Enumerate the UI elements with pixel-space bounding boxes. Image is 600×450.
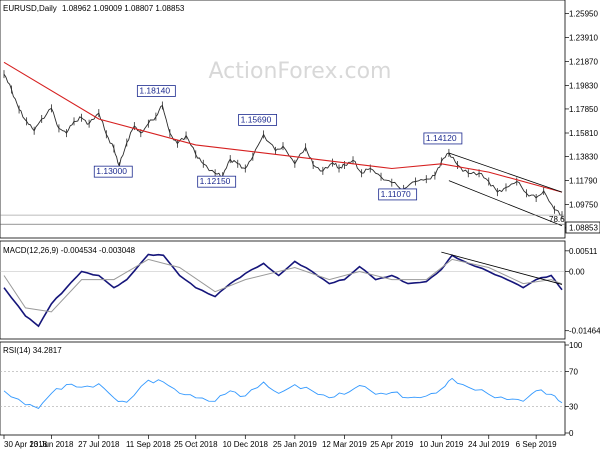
watermark: ActionForex.com	[209, 59, 392, 84]
x-axis-tick-label: 25 Oct 2018	[174, 440, 218, 449]
x-axis-tick-label: 10 Jun 2019	[419, 440, 464, 449]
x-axis-tick-label: 10 Dec 2018	[223, 440, 269, 449]
last-price-label: 1.08853	[569, 224, 598, 233]
price-annotation-box	[93, 165, 133, 178]
x-axis-tick-label: 25 Jan 2019	[273, 440, 318, 449]
macd-title: MACD(12,26,9) -0.004534 -0.003048	[3, 246, 136, 255]
channel-line	[448, 152, 563, 193]
price-series-line	[3, 73, 563, 216]
x-axis-tick-label: 25 Apr 2019	[370, 440, 414, 449]
x-axis-tick-label: 6 Sep 2019	[516, 440, 557, 449]
channel-line	[448, 180, 563, 227]
macd-y-tick-label: 0.00511	[569, 247, 598, 256]
price-y-tick-label: 1.17850	[569, 105, 598, 114]
rsi-y-tick-label: 0	[569, 429, 574, 438]
price-annotation-box	[197, 175, 237, 188]
price-annotation-label: 1.11070	[381, 189, 411, 199]
price-panel-frame	[0, 0, 566, 239]
price-y-tick-label: 1.11790	[569, 176, 598, 185]
macd-line	[3, 253, 563, 328]
price-annotation-label: 1.14120	[426, 133, 457, 143]
rsi-layer	[0, 371, 565, 409]
rsi-panel-frame	[0, 341, 566, 436]
price-annotation-box	[378, 188, 418, 201]
price-annotation-box	[238, 114, 278, 126]
x-axis-tick-label: 30 Apr 2018	[4, 440, 48, 449]
macd-panel-frame	[0, 240, 566, 340]
x-axis-tick-label: 27 Jul 2018	[78, 440, 120, 449]
price-annotation-label: 1.12150	[200, 176, 231, 186]
rsi-y-tick-label: 70	[569, 367, 578, 376]
price-annotation-label: 1.18140	[139, 86, 170, 96]
price-annotation-box	[136, 85, 176, 97]
macd-signal-line	[3, 258, 563, 313]
macd-y-tick-label: -0.014647	[569, 327, 600, 336]
rsi-title: RSI(14) 34.2817	[3, 346, 62, 355]
x-axis-tick-label: 12 Mar 2019	[322, 440, 367, 449]
macd-y-tick-label: 0.00	[569, 267, 585, 276]
macd-layer	[0, 251, 565, 328]
rsi-line	[3, 377, 563, 409]
ohlc-header: 1.08962 1.09009 1.08807 1.08853	[62, 4, 185, 13]
price-y-tick-label: 1.23910	[569, 33, 598, 42]
rsi-y-tick-label: 30	[569, 403, 578, 412]
rsi-y-tick-label: 100	[569, 341, 583, 350]
price-y-tick-label: 1.21870	[569, 58, 598, 67]
price-y-tick-label: 1.25950	[569, 9, 598, 18]
price-y-tick-label: 1.09750	[569, 201, 598, 210]
x-axis-tick-label: 13 Jun 2018	[29, 440, 74, 449]
price-annotation-label: 1.13000	[96, 166, 127, 176]
price-annotation-label: 1.15690	[241, 114, 272, 124]
x-axis-tick-label: 11 Sep 2018	[126, 440, 171, 449]
price-title: EURUSD,Daily	[3, 4, 57, 13]
fib-support-label: 78.6	[549, 215, 565, 224]
price-y-tick-label: 1.15810	[569, 129, 598, 138]
x-axis-tick-label: 24 Jul 2019	[468, 440, 510, 449]
moving-average-line	[3, 61, 563, 193]
price-y-tick-label: 1.19830	[569, 82, 598, 91]
price-y-tick-label: 1.13830	[569, 152, 598, 161]
macd-trend-line	[441, 251, 563, 285]
price-layer: 78.6 1.18140 1.15690 1.14120 1.13000 1.12150 1…	[0, 61, 565, 227]
last-price-tag	[565, 221, 600, 234]
price-annotation-box	[423, 132, 463, 145]
